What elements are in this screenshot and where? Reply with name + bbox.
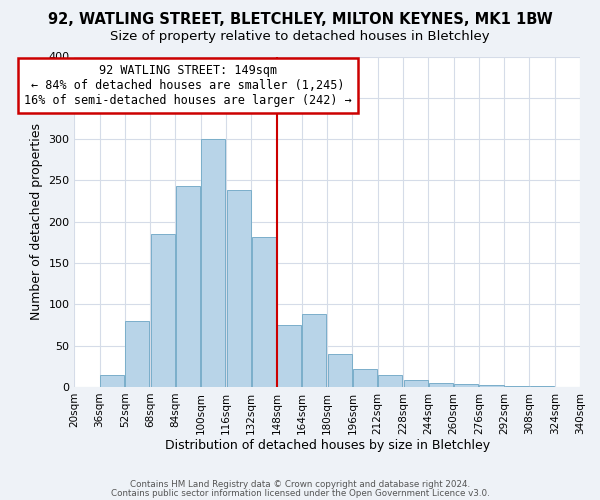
Bar xyxy=(227,190,251,387)
Bar xyxy=(100,374,124,387)
Bar xyxy=(353,369,377,387)
Bar xyxy=(429,383,453,387)
Bar xyxy=(454,384,478,387)
Text: Contains HM Land Registry data © Crown copyright and database right 2024.: Contains HM Land Registry data © Crown c… xyxy=(130,480,470,489)
Bar xyxy=(252,238,276,387)
Bar xyxy=(151,234,175,387)
Text: Contains public sector information licensed under the Open Government Licence v3: Contains public sector information licen… xyxy=(110,488,490,498)
Bar xyxy=(379,376,403,387)
Bar xyxy=(328,354,352,387)
Bar xyxy=(530,386,554,387)
Bar xyxy=(202,139,226,387)
Bar xyxy=(404,380,428,387)
Bar xyxy=(479,386,503,387)
Text: 92, WATLING STREET, BLETCHLEY, MILTON KEYNES, MK1 1BW: 92, WATLING STREET, BLETCHLEY, MILTON KE… xyxy=(47,12,553,28)
Bar xyxy=(277,325,301,387)
Bar xyxy=(176,186,200,387)
Bar xyxy=(302,314,326,387)
Y-axis label: Number of detached properties: Number of detached properties xyxy=(30,123,43,320)
X-axis label: Distribution of detached houses by size in Bletchley: Distribution of detached houses by size … xyxy=(164,440,490,452)
Text: Size of property relative to detached houses in Bletchley: Size of property relative to detached ho… xyxy=(110,30,490,43)
Text: 92 WATLING STREET: 149sqm
← 84% of detached houses are smaller (1,245)
16% of se: 92 WATLING STREET: 149sqm ← 84% of detac… xyxy=(24,64,352,107)
Bar xyxy=(505,386,529,387)
Bar xyxy=(125,321,149,387)
